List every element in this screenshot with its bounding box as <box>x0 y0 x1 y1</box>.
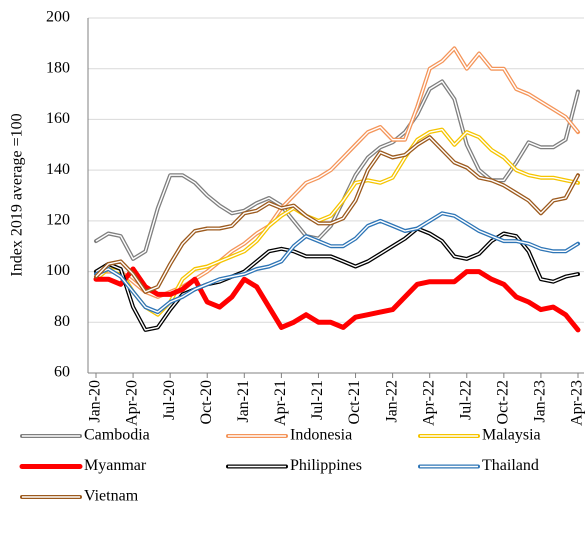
x-tick-label: Apr-23 <box>569 380 586 426</box>
legend-label: Thailand <box>482 457 539 474</box>
x-tick-label: Apr-20 <box>124 380 141 426</box>
line-inner <box>95 80 579 260</box>
x-tick-label: Oct-20 <box>198 380 215 424</box>
y-tick-label: 100 <box>46 262 70 279</box>
x-tick-label: Apr-21 <box>272 380 289 426</box>
y-tick-label: 80 <box>54 313 70 330</box>
y-tick-label: 120 <box>46 212 70 229</box>
line <box>93 266 581 333</box>
series <box>94 226 580 332</box>
series <box>94 79 580 261</box>
x-tick-label: Jul-22 <box>457 380 474 420</box>
y-tick-label: 160 <box>46 110 70 127</box>
y-tick-label: 180 <box>46 59 70 76</box>
y-tick-label: 200 <box>46 9 70 26</box>
x-tick-label: Jan-23 <box>532 380 549 423</box>
legend-label: Indonesia <box>290 427 352 444</box>
series <box>94 211 580 315</box>
series <box>94 135 580 294</box>
series <box>93 266 581 333</box>
legend-label: Philippines <box>290 457 362 474</box>
line-inner <box>95 212 579 313</box>
x-tick-label: Oct-22 <box>495 380 512 424</box>
legend-label: Malaysia <box>482 427 541 444</box>
legend-label: Myanmar <box>84 457 147 474</box>
x-tick-label: Jan-22 <box>383 380 400 423</box>
x-tick-label: Jul-20 <box>161 380 178 420</box>
line <box>94 226 580 332</box>
x-tick-label: Apr-22 <box>420 380 437 426</box>
y-tick-label: 140 <box>46 161 70 178</box>
x-tick-label: Jan-20 <box>87 380 104 423</box>
x-tick-label: Oct-21 <box>346 380 363 424</box>
line-inner <box>95 136 579 293</box>
y-tick-label: 60 <box>54 364 70 381</box>
legend-label: Cambodia <box>84 427 150 444</box>
y-axis-label: Index 2019 average =100 <box>9 113 26 276</box>
line <box>94 211 580 315</box>
x-tick-label: Jul-21 <box>309 380 326 420</box>
x-tick-label: Jan-21 <box>235 380 252 423</box>
legend-label: Vietnam <box>84 488 139 505</box>
